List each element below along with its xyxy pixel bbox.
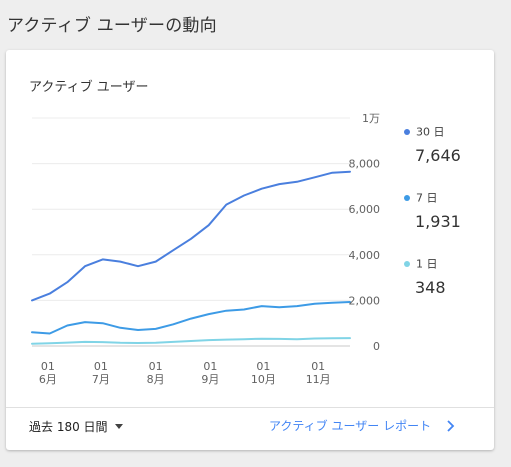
legend-item-1-day: 1 日 348 [404, 253, 446, 297]
x-tick-day-label: 01 [311, 360, 325, 373]
active-users-report-link[interactable]: アクティブ ユーザー レポート [269, 417, 457, 434]
x-tick-month-label: 9月 [201, 373, 219, 386]
y-tick-label: 0 [373, 340, 380, 353]
legend-dot-30-day [404, 128, 410, 135]
x-tick-day-label: 01 [94, 360, 108, 373]
x-tick-day-label: 01 [203, 360, 217, 373]
y-tick-label: 8,000 [349, 158, 381, 171]
x-tick-month-label: 6月 [39, 373, 57, 386]
date-range-label: 過去 180 日間 [29, 420, 108, 434]
x-tick-month-label: 11月 [306, 373, 331, 386]
page-title: アクティブ ユーザーの動向 [7, 16, 217, 36]
x-tick-day-label: 01 [256, 360, 270, 373]
active-users-card: アクティブ ユーザー 0 2,000 4,000 6,000 8,000 1万 01 6月 0… [6, 50, 494, 450]
series-line-1-day [31, 337, 351, 345]
legend-label-1-day: 1 日 [416, 257, 438, 271]
caret-down-icon [114, 424, 123, 429]
x-tick-day-label: 01 [41, 360, 55, 373]
y-tick-label: 6,000 [349, 203, 381, 216]
legend-dot-1-day [404, 260, 410, 267]
x-tick-month-label: 8月 [147, 373, 165, 386]
y-tick-label: 2,000 [349, 294, 381, 307]
series-line-30-day [31, 170, 351, 302]
legend-label-7-day: 7 日 [416, 191, 438, 205]
report-link-label: アクティブ ユーザー レポート [269, 419, 432, 433]
y-tick-label: 1万 [362, 112, 380, 125]
card-title: アクティブ ユーザー [29, 80, 149, 95]
legend-label-30-day: 30 日 [416, 125, 445, 139]
legend-value-7-day: 1,931 [415, 212, 461, 231]
legend-item-30-day: 30 日 7,646 [404, 121, 461, 165]
legend-item-7-day: 7 日 1,931 [404, 187, 461, 231]
legend-value-30-day: 7,646 [415, 146, 461, 165]
x-tick-month-label: 10月 [251, 373, 276, 386]
date-range-selector[interactable]: 過去 180 日間 [29, 418, 123, 435]
legend-value-1-day: 348 [415, 278, 446, 297]
series-line-7-day [31, 301, 351, 335]
chevron-right-icon [447, 419, 455, 432]
footer-divider [6, 407, 494, 408]
legend-dot-7-day [404, 194, 410, 201]
x-tick-day-label: 01 [149, 360, 163, 373]
x-tick-month-label: 7月 [92, 373, 110, 386]
y-tick-label: 4,000 [349, 249, 381, 262]
